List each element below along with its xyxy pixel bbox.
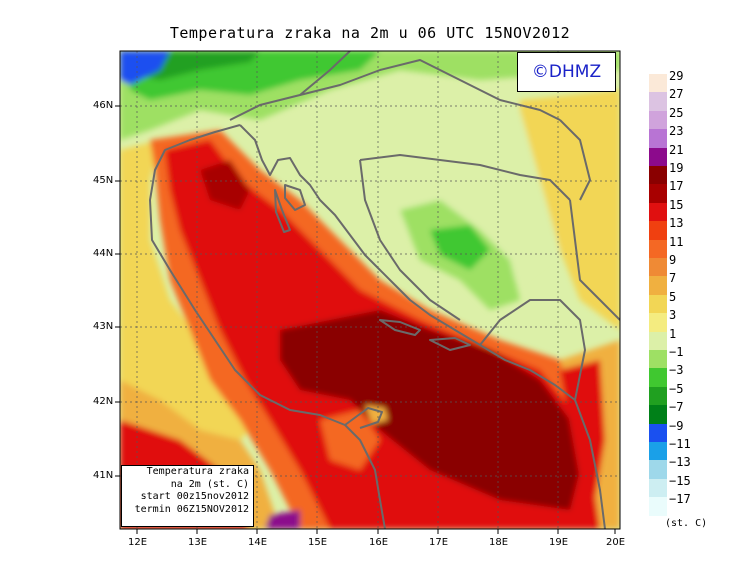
legend-label: −7	[669, 400, 684, 415]
legend-swatch	[649, 74, 667, 93]
lat-label-44n: 44N	[93, 248, 114, 259]
field-sea-light	[320, 410, 380, 470]
legend-label: 11	[669, 234, 684, 249]
map-title: Temperatura zraka na 2m u 06 UTC 15NOV20…	[169, 24, 571, 42]
field-sw-purple	[265, 510, 300, 529]
legend-label: −15	[669, 473, 691, 488]
legend-unit: (st. C)	[665, 518, 708, 529]
legend-label: 19	[669, 161, 684, 175]
lat-label-41n: 41N	[93, 470, 114, 481]
lon-label-12e: 12E	[128, 537, 148, 548]
legend-swatch	[649, 423, 667, 443]
legend-label: −5	[669, 381, 684, 396]
tick-marks	[115, 105, 616, 534]
legend-label: 13	[669, 216, 684, 231]
legend-label: 29	[669, 69, 684, 83]
italy-coastline	[149, 124, 386, 529]
border-croatia-hungary	[299, 59, 561, 121]
coastlines	[149, 51, 620, 529]
legend-label: 25	[669, 105, 684, 120]
legend-label: 7	[669, 271, 677, 286]
legend-swatch	[649, 221, 667, 241]
lat-label-43n: 43N	[93, 321, 114, 332]
info-line-4: termin 06Z15NOV2012	[134, 503, 249, 515]
legend-swatch	[649, 442, 667, 461]
legend-swatch	[649, 405, 667, 425]
field-bosnia-darkgreen	[430, 225, 490, 270]
field-albania-red	[560, 360, 605, 500]
legend-swatch	[649, 386, 667, 406]
lat-label-45n: 45N	[93, 175, 114, 186]
legend-label: −1	[669, 345, 684, 359]
field-italy-yellow	[120, 140, 260, 440]
legend-swatch	[649, 368, 667, 388]
legend-swatch	[649, 202, 667, 222]
legend-label: 17	[669, 179, 684, 194]
legend-swatch	[649, 92, 667, 112]
gargano	[344, 407, 383, 429]
grid-lines	[120, 51, 620, 529]
field-sea-darkred-2	[200, 160, 250, 210]
legend-label: 23	[669, 124, 684, 139]
map-frame	[119, 50, 621, 530]
dhmz-logo: ©DHMZ	[517, 52, 616, 92]
legend-swatch	[649, 460, 667, 480]
legend-swatch	[649, 184, 667, 204]
legend-label: 9	[669, 253, 677, 267]
legend-swatch	[649, 331, 667, 351]
border-croatia-bosnia	[359, 154, 571, 201]
legend-swatch	[649, 147, 667, 167]
island-krk	[284, 184, 306, 211]
legend-swatch	[649, 313, 667, 333]
legend-swatch	[649, 350, 667, 369]
border-montenegro	[479, 299, 586, 401]
lon-label-18e: 18E	[489, 537, 509, 548]
info-box: Temperatura zraka na 2m (st. C) start 00…	[121, 465, 254, 527]
border-bosnia-east	[569, 199, 620, 321]
legend-label: −9	[669, 418, 684, 433]
legend-swatch	[649, 478, 667, 498]
croatia-coastline	[239, 124, 606, 529]
island-hvar	[429, 337, 471, 351]
legend-label: −17	[669, 492, 691, 507]
lat-label-42n: 42N	[93, 396, 114, 407]
legend-swatch	[649, 110, 667, 130]
lon-label-14e: 14E	[248, 537, 268, 548]
legend-label: 27	[669, 87, 684, 102]
info-line-2: na 2m (st. C)	[170, 478, 249, 490]
border-serbia	[559, 119, 591, 201]
lon-label-20e: 20E	[606, 537, 626, 548]
legend-swatch	[649, 497, 667, 517]
lon-label-16e: 16E	[369, 537, 389, 548]
legend-swatch	[649, 276, 667, 296]
island-cres	[274, 189, 291, 233]
legend-swatch	[649, 294, 667, 314]
lon-label-17e: 17E	[429, 537, 449, 548]
legend-label: 15	[669, 197, 684, 212]
border-bosnia-west	[359, 159, 461, 321]
legend-label: −11	[669, 437, 691, 451]
field-east-yellow	[520, 90, 620, 330]
legend-label: 3	[669, 308, 677, 323]
legend-label: −3	[669, 363, 684, 378]
island-dalmatia	[379, 319, 421, 336]
lon-label-15e: 15E	[308, 537, 328, 548]
legend-label: 5	[669, 289, 677, 304]
lat-label-46n: 46N	[93, 100, 114, 111]
field-north-deepgreen	[135, 51, 260, 80]
legend-swatch	[649, 239, 667, 259]
legend-swatch	[649, 166, 667, 185]
legend-label: 1	[669, 326, 677, 341]
info-line-1: Temperatura zraka	[146, 466, 249, 477]
lon-label-13e: 13E	[188, 537, 208, 548]
lon-label-19e: 19E	[549, 537, 569, 548]
legend-label: 21	[669, 142, 684, 157]
legend-swatch	[649, 129, 667, 149]
field-cold-blue	[120, 51, 170, 85]
info-line-3: start 00z15nov2012	[140, 491, 249, 502]
legend-label: −13	[669, 455, 691, 470]
legend-swatch	[649, 258, 667, 277]
